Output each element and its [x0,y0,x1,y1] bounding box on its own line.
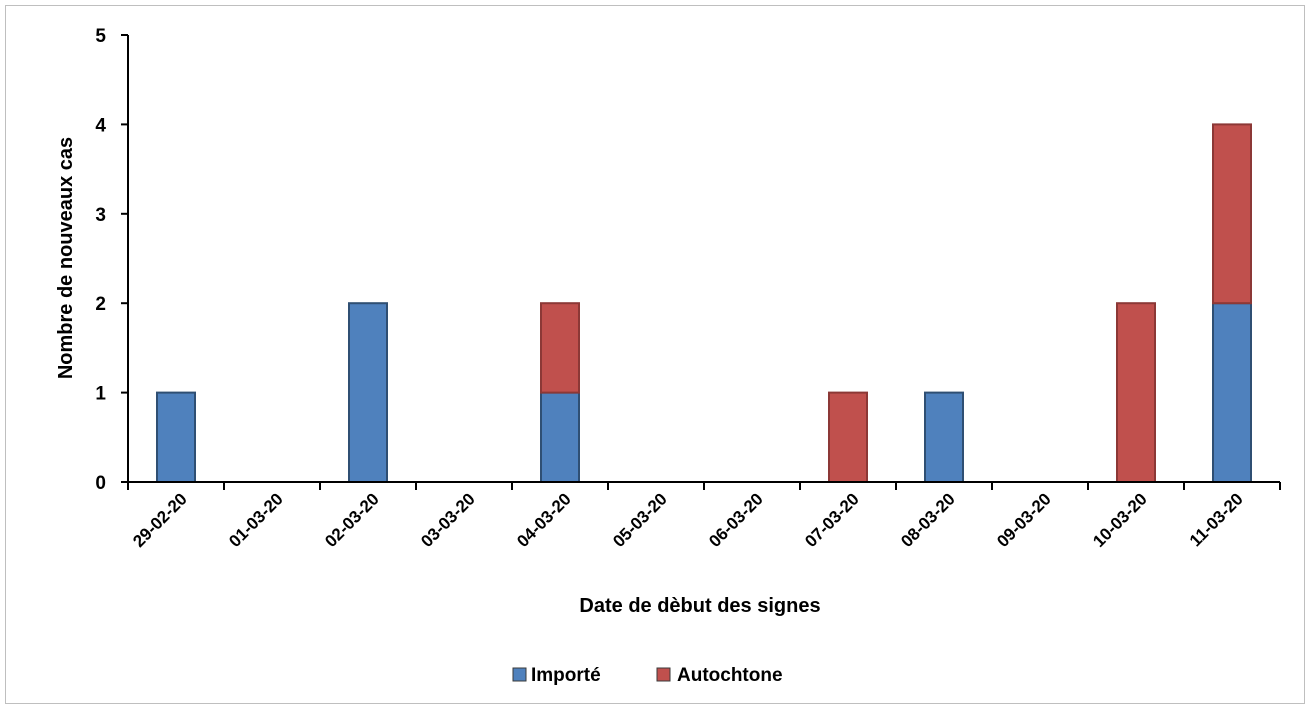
y-tick-label: 2 [95,294,106,315]
x-tick-label: 07-03-20 [801,489,863,551]
x-tick-label: 06-03-20 [705,489,767,551]
bar-importe-29-02-20 [156,391,196,484]
chart-frame [5,5,1305,704]
x-tick-label: 05-03-20 [609,489,671,551]
x-tick-label: 02-03-20 [321,489,383,551]
axes-layer [121,34,1281,490]
legend-swatch-importe [512,667,527,682]
x-tick-label: 03-03-20 [417,489,479,551]
bar-autochtone-04-03-20 [540,302,580,394]
bar-importe-08-03-20 [924,391,964,484]
y-axis-title: Nombre de nouveaux cas [55,137,77,379]
bar-importe-04-03-20 [540,391,580,484]
bar-autochtone-10-03-20 [1116,302,1156,484]
y-tick-labels: 0 1 2 3 4 5 [95,26,106,494]
x-tick-labels: 29-02-20 01-03-20 02-03-20 03-03-20 04-03-20… [129,489,1247,551]
y-tick-label: 5 [95,26,106,47]
bar-autochtone-07-03-20 [828,391,868,484]
bar-autochtone-11-03-20 [1212,123,1252,305]
legend-label-autochtone: Autochtone [677,665,783,686]
bar-importe-11-03-20 [1212,302,1252,484]
legend-label-importe: Importé [531,665,601,686]
y-tick-label: 3 [95,205,106,226]
bar-importe-02-03-20 [348,302,388,484]
x-tick-label: 09-03-20 [993,489,1055,551]
x-tick-label: 10-03-20 [1089,489,1151,551]
y-tick-label: 0 [95,473,106,494]
bars-layer [156,123,1252,484]
legend-swatch-autochtone [656,667,671,682]
x-tick-label: 08-03-20 [897,489,959,551]
y-tick-label: 4 [95,115,106,136]
legend: Importé Autochtone [512,665,783,686]
x-tick-label: 11-03-20 [1186,489,1247,550]
x-tick-label: 04-03-20 [513,489,575,551]
x-axis-title: Date de dèbut des signes [579,595,820,617]
y-tick-label: 1 [95,384,106,405]
x-tick-label: 01-03-20 [225,489,287,551]
x-tick-label: 29-02-20 [129,489,191,551]
